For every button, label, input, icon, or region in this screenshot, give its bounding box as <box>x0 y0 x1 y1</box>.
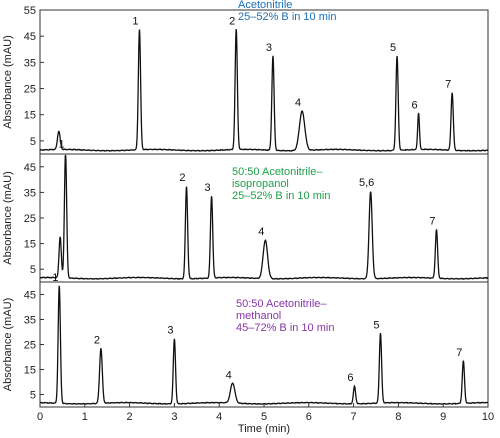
y-tick-label: 15 <box>24 110 36 122</box>
panel-annotation: 50:50 Acetonitrile– <box>232 166 323 178</box>
peak-label: 2 <box>179 172 185 184</box>
x-tick-label: 1 <box>82 411 88 423</box>
chromatogram-trace <box>39 154 489 280</box>
panel-annotation: isopropanol <box>232 178 289 190</box>
panel-frame <box>39 9 489 155</box>
x-tick-label: 0 <box>37 411 43 423</box>
peak-label: 4 <box>295 97 301 109</box>
panel-annotation: methanol <box>236 310 281 322</box>
y-tick-label: 25 <box>24 340 36 352</box>
peak-label: 6 <box>411 99 417 111</box>
panel-annotation: 50:50 Acetonitrile– <box>236 298 327 310</box>
x-tick-label: 7 <box>351 411 357 423</box>
x-tick-label: 10 <box>482 411 494 423</box>
y-tick-label: 45 <box>24 290 36 302</box>
y-tick-label: 5 <box>30 390 36 402</box>
panel-annotation: 45–72% B in 10 min <box>236 322 334 334</box>
y-axis-title: Absorbance (mAU) <box>2 171 14 265</box>
peak-label: 3 <box>266 42 272 54</box>
x-tick-label: 6 <box>306 411 312 423</box>
x-tick-label: 2 <box>127 411 133 423</box>
y-axis-title: Absorbance (mAU) <box>2 35 14 129</box>
peak-label: 4 <box>226 369 232 381</box>
peak-label: 2 <box>94 334 100 346</box>
peak-label: 7 <box>445 78 451 90</box>
peak-label: 7 <box>456 347 462 359</box>
y-tick-label: 25 <box>24 213 36 225</box>
y-tick-label: 5 <box>30 264 36 276</box>
y-tick-label: 45 <box>24 162 36 174</box>
x-tick-label: 4 <box>216 411 222 423</box>
y-tick-label: 35 <box>24 187 36 199</box>
peak-label: 6 <box>347 372 353 384</box>
x-tick-label: 9 <box>440 411 446 423</box>
panel-annotation: 25–52% B in 10 min <box>232 190 330 202</box>
y-tick-label: 35 <box>24 315 36 327</box>
y-tick-label: 25 <box>24 84 36 96</box>
y-tick-label: 35 <box>24 57 36 69</box>
x-tick-label: 5 <box>261 411 267 423</box>
x-tick-label: 8 <box>395 411 401 423</box>
peak-label: 5 <box>390 42 396 54</box>
y-axis-title: Absorbance (mAU) <box>2 298 14 392</box>
peak-label: 1 <box>132 16 138 28</box>
x-tick-label: 3 <box>171 411 177 423</box>
x-axis-title: Time (min) <box>238 423 290 435</box>
peak-label: 3 <box>167 324 173 336</box>
y-tick-label: 15 <box>24 365 36 377</box>
peak-label: 3 <box>205 182 211 194</box>
peak-label: 5,6 <box>359 177 374 189</box>
peak-label: 2 <box>229 16 235 28</box>
chromatogram-trace <box>39 28 489 152</box>
peak-label: 7 <box>429 216 435 228</box>
peak-label: 1 <box>58 139 64 151</box>
peak-label: 4 <box>258 226 264 238</box>
panel-3: 5 15 25 35 45 1 2 3 4 6 5 7 50:50 Acetonitrile–metha… <box>24 272 489 408</box>
y-tick-label: 45 <box>24 31 36 43</box>
y-tick-label: 55 <box>24 5 36 17</box>
panel-annotation: Acetonitrile <box>238 0 292 11</box>
y-tick-label: 5 <box>30 136 36 148</box>
peak-label: 1 <box>52 272 58 284</box>
y-tick-label: 15 <box>24 239 36 251</box>
panel-annotation: 25–52% B in 10 min <box>238 11 336 23</box>
peak-label: 5 <box>373 319 379 331</box>
